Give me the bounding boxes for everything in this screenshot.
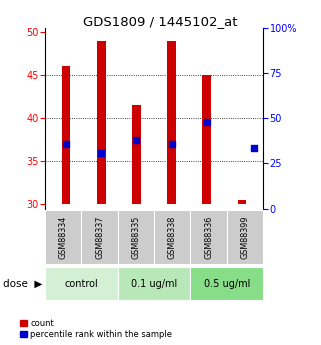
Text: GSM88334: GSM88334 <box>59 216 68 259</box>
Bar <box>167 41 176 204</box>
Text: GSM88336: GSM88336 <box>204 216 213 259</box>
Bar <box>62 66 71 204</box>
Bar <box>190 267 263 300</box>
Bar <box>118 267 190 300</box>
Text: control: control <box>65 279 98 289</box>
Bar <box>132 105 141 204</box>
Point <box>134 137 139 142</box>
Point <box>64 141 69 147</box>
Bar <box>45 210 81 264</box>
Text: dose  ▶: dose ▶ <box>3 279 43 289</box>
Point <box>99 150 104 155</box>
Text: GSM88399: GSM88399 <box>240 215 249 259</box>
Bar <box>81 210 118 264</box>
Point <box>252 146 257 151</box>
Point <box>169 141 174 147</box>
Bar <box>203 75 211 204</box>
Bar <box>45 267 118 300</box>
Text: GSM88338: GSM88338 <box>168 216 177 259</box>
Text: GDS1809 / 1445102_at: GDS1809 / 1445102_at <box>83 16 238 29</box>
Text: GSM88337: GSM88337 <box>95 216 104 259</box>
Bar <box>238 200 247 204</box>
Bar <box>118 210 154 264</box>
Legend: count, percentile rank within the sample: count, percentile rank within the sample <box>20 319 172 339</box>
Bar <box>227 210 263 264</box>
Text: 0.1 ug/ml: 0.1 ug/ml <box>131 279 177 289</box>
Bar <box>190 210 227 264</box>
Bar <box>97 41 106 204</box>
Text: GSM88335: GSM88335 <box>131 216 140 259</box>
Text: 0.5 ug/ml: 0.5 ug/ml <box>204 279 250 289</box>
Point <box>204 120 210 125</box>
Bar <box>154 210 190 264</box>
